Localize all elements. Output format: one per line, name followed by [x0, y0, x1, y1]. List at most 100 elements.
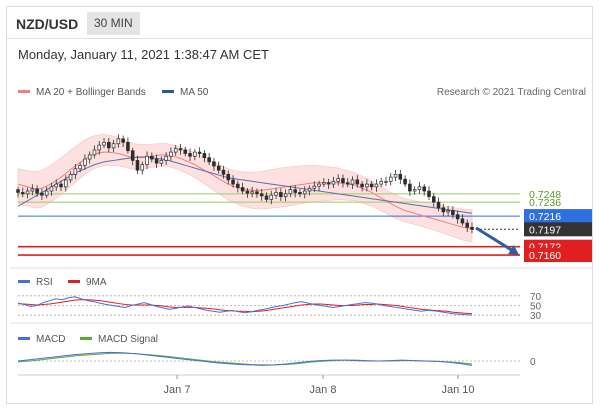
candle-body	[107, 141, 111, 149]
support-2-label: 0.7160	[529, 250, 561, 262]
candle-body	[403, 178, 407, 185]
candle-body	[298, 192, 302, 195]
candle-body	[116, 138, 121, 145]
candle-body	[245, 190, 250, 194]
candle-body	[312, 185, 317, 189]
rsi-legend-swatch	[18, 280, 30, 283]
candle-body	[331, 180, 336, 185]
candle-body	[202, 153, 207, 159]
candle-body	[207, 157, 211, 163]
header-bar: NZD/USD 30 MIN	[7, 7, 592, 39]
rsi-level-label: 70	[530, 292, 542, 303]
candle-body	[150, 155, 154, 160]
candle-body	[408, 183, 412, 192]
macd-line	[17, 351, 473, 366]
ma50-legend-label: MA 50	[180, 87, 209, 98]
candle-body	[255, 191, 259, 195]
timeframe-badge[interactable]: 30 MIN	[87, 12, 140, 35]
candle-body	[436, 201, 441, 209]
x-tick-label: Jan 8	[310, 384, 337, 396]
last-price-tag	[524, 222, 592, 237]
candle-body	[183, 149, 188, 154]
macd-legend-label: MACD	[36, 334, 65, 345]
candle-body	[341, 178, 345, 184]
candle-body	[369, 183, 374, 188]
rsi-level-label: 50	[530, 302, 542, 313]
candle-body	[427, 190, 431, 197]
candle-body	[274, 192, 278, 196]
candle-body	[307, 187, 312, 192]
macd-signal-legend-swatch	[80, 337, 92, 340]
credit-text: Research © 2021 Trading Central	[437, 87, 586, 98]
pivot-tag	[524, 209, 592, 224]
macd-zero-label: 0	[530, 357, 536, 368]
candle-body	[451, 210, 455, 216]
candle-body	[388, 176, 393, 182]
candle-body	[159, 160, 164, 164]
candle-body	[240, 187, 245, 192]
candle-body	[44, 190, 49, 196]
candle-body	[317, 183, 321, 187]
candle-body	[164, 155, 168, 161]
candle-body	[393, 173, 398, 178]
rsi-level-label: 30	[530, 311, 542, 322]
candle-body	[379, 180, 383, 185]
candle-body	[73, 168, 78, 175]
candle-body	[135, 160, 140, 171]
candle-body	[441, 207, 446, 213]
candle-body	[64, 179, 68, 188]
candle-body	[384, 180, 388, 183]
candle-body	[264, 195, 269, 200]
rsi-ma-legend-label: 9MA	[86, 277, 107, 288]
ma50-line	[17, 156, 473, 214]
candle-body	[446, 210, 450, 213]
candle-body	[92, 149, 97, 156]
candle-body	[336, 178, 340, 182]
candle-body	[259, 193, 264, 197]
resistance-2-label: 0.7248	[529, 189, 561, 201]
candle-body	[30, 188, 35, 192]
timestamp: Monday, January 11, 2021 1:38:47 AM CET	[18, 47, 269, 62]
candle-body	[412, 189, 417, 192]
candle-body	[269, 194, 274, 200]
x-axis: Jan 7 Jan 8 Jan 10	[164, 375, 475, 396]
candle-body	[145, 155, 149, 165]
candle-body	[188, 153, 192, 157]
candle-body	[221, 169, 226, 175]
candle-body	[83, 158, 87, 166]
candle-body	[350, 179, 355, 185]
x-tick-label: Jan 7	[164, 384, 191, 396]
bollinger-band	[17, 134, 473, 243]
candle-body	[40, 192, 44, 196]
candle-body	[16, 189, 20, 193]
candle-body	[226, 173, 231, 181]
macd-signal-legend-label: MACD Signal	[98, 334, 158, 345]
candle-body	[431, 196, 436, 203]
ma50-legend-swatch	[162, 90, 174, 93]
candle-body	[25, 190, 30, 195]
rsi-ma-line	[17, 299, 473, 315]
candle-body	[326, 182, 331, 185]
candle-body	[231, 179, 235, 185]
rsi-line	[17, 296, 473, 316]
candle-body	[49, 186, 54, 192]
candle-body	[212, 161, 216, 167]
macd-panel: 0	[17, 351, 536, 368]
candle-body	[345, 182, 350, 185]
candle-body	[288, 189, 293, 195]
chart-frame: NZD/USD 30 MIN Monday, January 11, 2021 …	[6, 6, 593, 404]
candle-body	[59, 183, 63, 188]
candle-body	[355, 179, 360, 185]
macd-legend-swatch	[18, 337, 30, 340]
candle-body	[322, 182, 326, 185]
candle-body	[302, 190, 307, 195]
rsi-ma-legend-swatch	[68, 280, 80, 283]
ma20-legend-label: MA 20 + Bollinger Bands	[36, 87, 146, 98]
candle-body	[283, 193, 288, 197]
candle-body	[216, 165, 221, 171]
candle-body	[78, 164, 82, 170]
candle-body	[460, 218, 465, 224]
